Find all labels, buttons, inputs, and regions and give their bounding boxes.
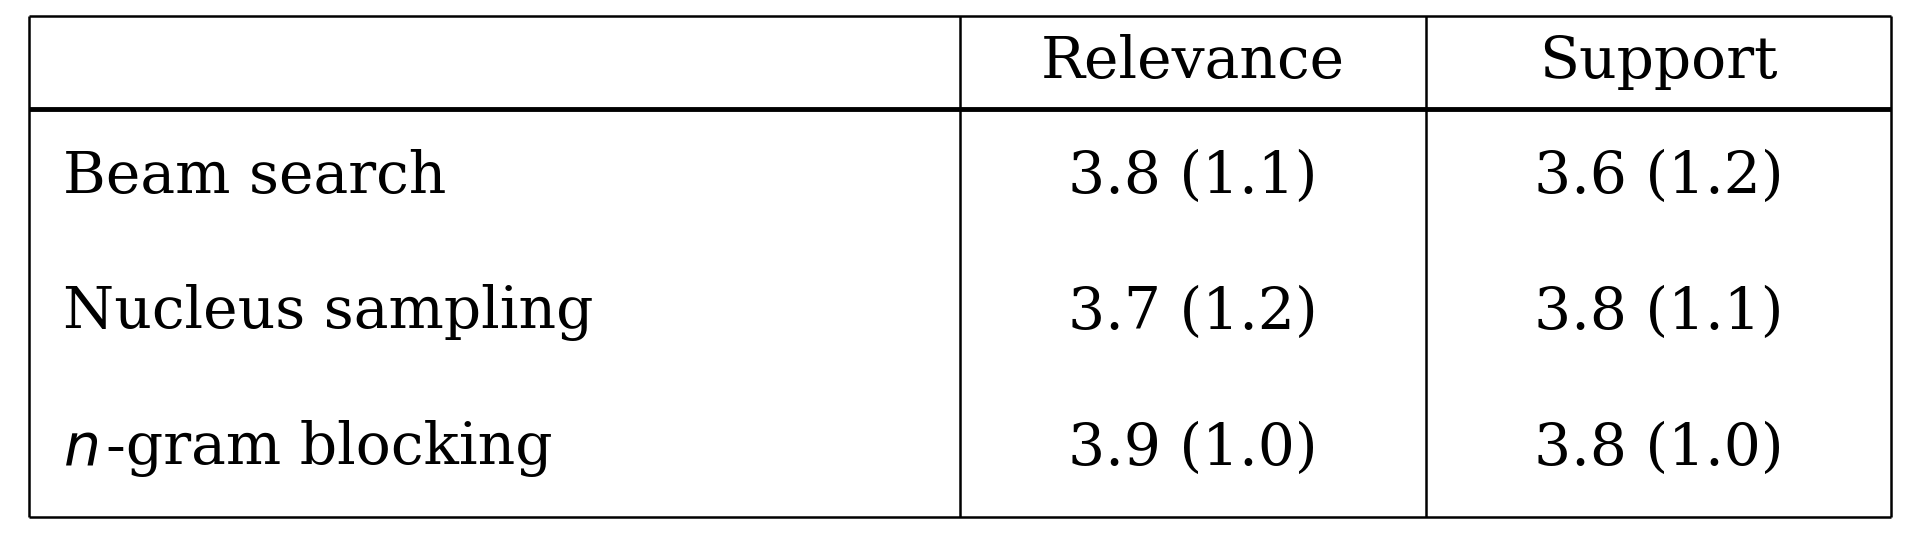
Text: 3.8 (1.1): 3.8 (1.1) [1068,149,1317,205]
Text: 3.7 (1.2): 3.7 (1.2) [1068,285,1317,341]
Text: $\mathit{n}$: $\mathit{n}$ [63,421,98,477]
Text: -gram blocking: -gram blocking [106,421,553,478]
Text: 3.6 (1.2): 3.6 (1.2) [1534,149,1784,205]
Text: Relevance: Relevance [1041,34,1344,90]
Text: 3.8 (1.1): 3.8 (1.1) [1534,285,1784,341]
Text: Nucleus sampling: Nucleus sampling [63,284,593,341]
Text: 3.8 (1.0): 3.8 (1.0) [1534,421,1784,477]
Text: Beam search: Beam search [63,149,447,205]
Text: Support: Support [1540,34,1778,90]
Text: 3.9 (1.0): 3.9 (1.0) [1068,421,1317,477]
